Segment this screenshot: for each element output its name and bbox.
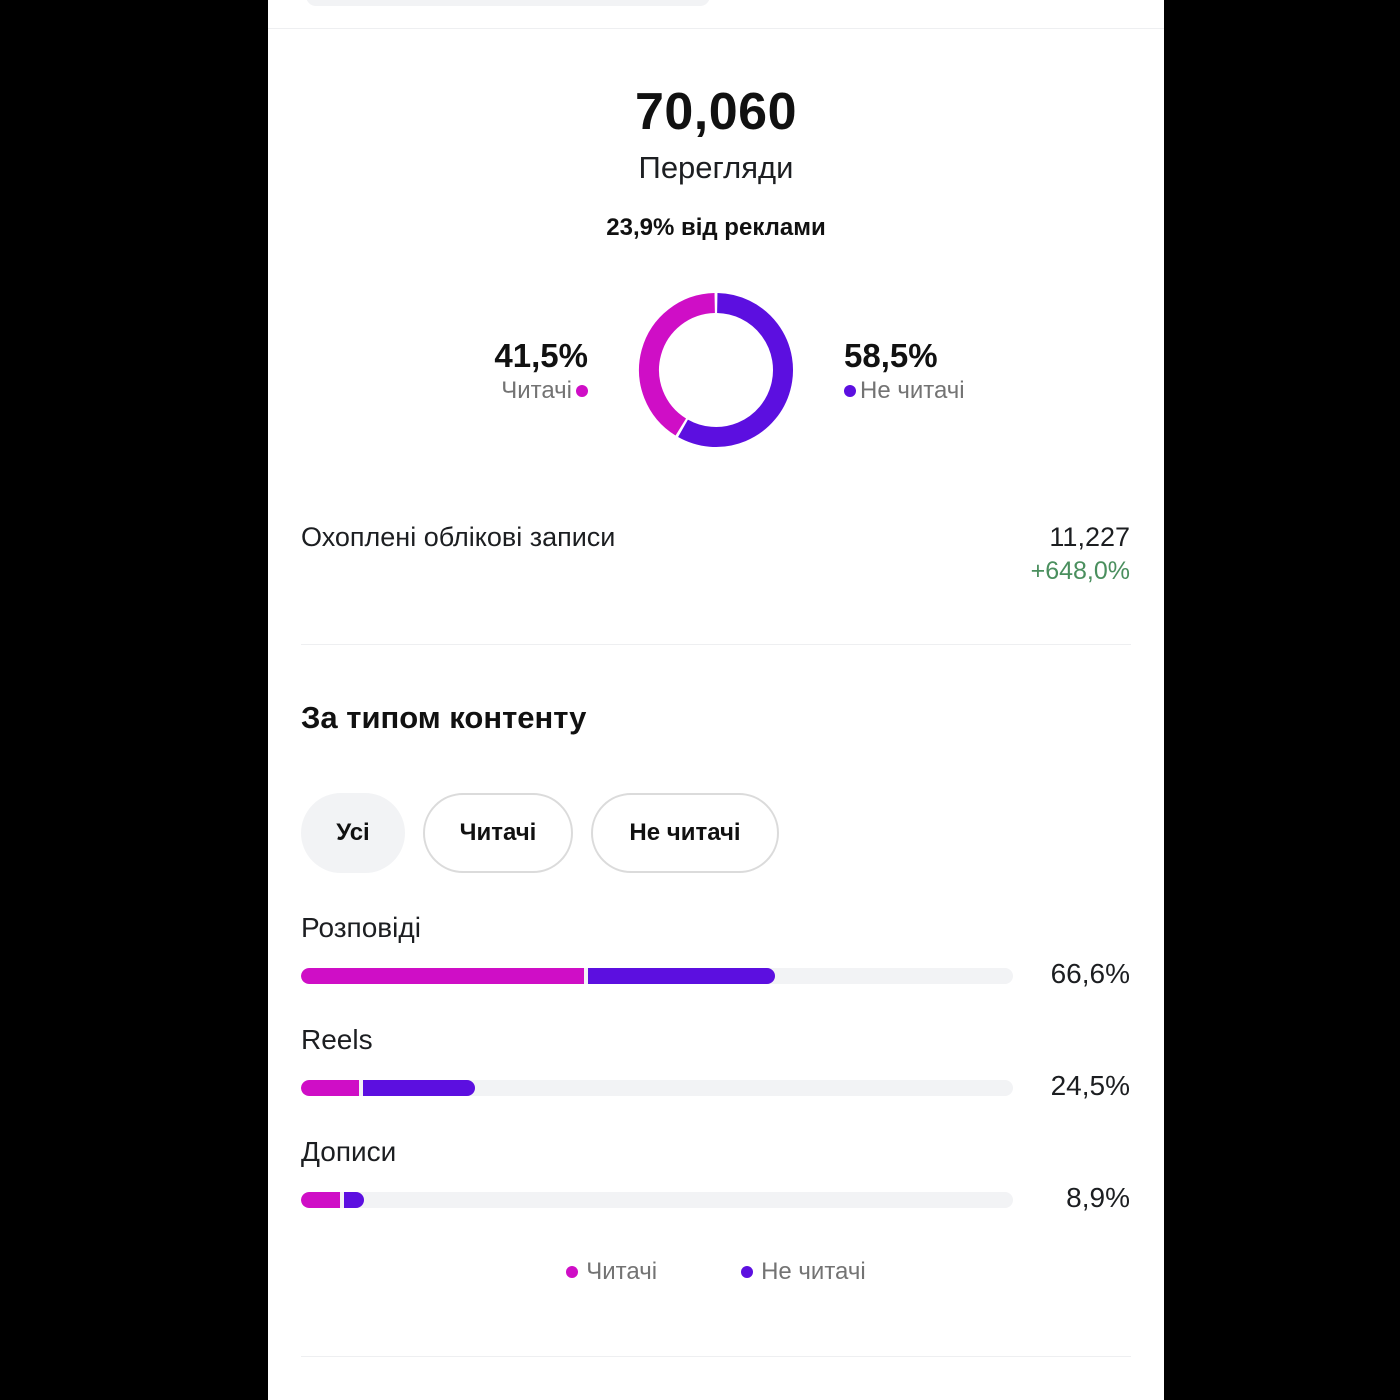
bar-followers — [301, 968, 585, 984]
bar-track — [301, 1192, 1013, 1208]
bar-non-followers — [588, 968, 776, 984]
row-percent: 8,9% — [1066, 1182, 1130, 1213]
row-label: Reels — [301, 1024, 373, 1055]
content-row-posts: Дописи 8,9% — [301, 1134, 1130, 1246]
content-row-reels: Reels 24,5% — [301, 1022, 1130, 1134]
legend-non-followers-label: Не читачі — [761, 1258, 866, 1285]
non-followers-dot-icon — [844, 385, 856, 397]
views-label: Перегляди — [638, 150, 794, 185]
top-divider — [268, 28, 1164, 29]
non-followers-label: Не читачі — [860, 377, 965, 404]
audience-filter-chips: Усі Читачі Не читачі — [301, 793, 779, 873]
bar-track — [301, 968, 1013, 984]
accounts-reached-value: 11,227 — [1049, 522, 1130, 552]
row-label: Розповіді — [301, 912, 421, 943]
followers-dot-icon — [576, 385, 588, 397]
chart-legend: Читачі Не читачі — [268, 1258, 1164, 1286]
legend-non-followers-dot-icon — [741, 1266, 754, 1278]
filter-non-followers-chip[interactable]: Не читачі — [591, 793, 779, 873]
section-divider — [301, 644, 1131, 645]
content-row-stories: Розповіді 66,6% — [301, 910, 1130, 1022]
donut-segment-non-followers — [678, 293, 793, 447]
views-count: 70,060 — [634, 83, 798, 141]
non-followers-share: 58,5% Не читачі — [844, 336, 965, 406]
bottom-divider — [301, 1356, 1131, 1357]
filter-followers-chip[interactable]: Читачі — [423, 793, 573, 873]
row-percent: 24,5% — [1050, 1070, 1130, 1101]
bar-followers — [301, 1192, 341, 1208]
bar-non-followers — [363, 1080, 476, 1096]
followers-percent: 41,5% — [494, 337, 588, 374]
legend-followers: Читачі — [566, 1258, 657, 1286]
legend-followers-label: Читачі — [586, 1258, 658, 1285]
row-percent: 66,6% — [1050, 958, 1130, 989]
accounts-reached-change: +648,0% — [1030, 557, 1130, 585]
filter-all-chip[interactable]: Усі — [301, 793, 405, 873]
top-segment-control[interactable] — [306, 0, 710, 6]
ads-share-text: 23,9% від реклами — [606, 214, 826, 241]
accounts-reached-label: Охоплені облікові записи — [301, 522, 616, 552]
non-followers-percent: 58,5% — [844, 337, 938, 374]
content-type-bars: Розповіді 66,6% Reels 24,5% Дописи 8,9% — [301, 910, 1130, 1246]
bar-track — [301, 1080, 1013, 1096]
bar-followers — [301, 1080, 360, 1096]
followers-label: Читачі — [501, 377, 572, 404]
bar-non-followers — [344, 1192, 365, 1208]
followers-donut-chart — [639, 293, 793, 447]
row-label: Дописи — [301, 1136, 397, 1167]
followers-share: 41,5% Читачі — [494, 336, 588, 406]
legend-followers-dot-icon — [566, 1266, 579, 1278]
insights-panel: 70,060 Перегляди 23,9% від реклами 41,5%… — [268, 0, 1164, 1400]
content-type-title: За типом контенту — [301, 700, 587, 735]
legend-non-followers: Не читачі — [741, 1258, 866, 1286]
donut-segment-followers — [639, 293, 716, 436]
